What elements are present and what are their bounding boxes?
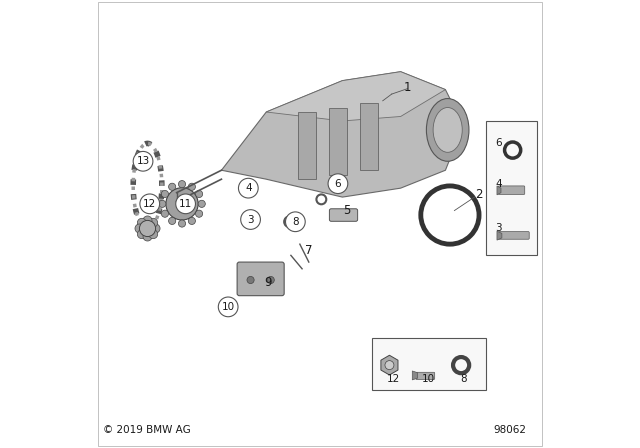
Circle shape [198, 200, 205, 207]
Circle shape [168, 183, 176, 190]
Circle shape [188, 183, 195, 190]
Circle shape [247, 276, 254, 284]
Polygon shape [381, 355, 398, 375]
Text: 3: 3 [495, 224, 502, 233]
Polygon shape [412, 371, 418, 380]
Polygon shape [360, 103, 378, 170]
Circle shape [148, 230, 157, 239]
Text: 2: 2 [476, 188, 483, 202]
Text: 5: 5 [343, 204, 351, 217]
Text: 12: 12 [387, 374, 401, 383]
FancyBboxPatch shape [371, 338, 486, 390]
Circle shape [285, 212, 305, 232]
Circle shape [138, 218, 147, 227]
Circle shape [133, 151, 153, 171]
Text: 9: 9 [265, 276, 272, 289]
Circle shape [159, 200, 166, 207]
Circle shape [148, 218, 157, 227]
Text: 6: 6 [495, 138, 502, 148]
FancyBboxPatch shape [237, 262, 284, 296]
Polygon shape [497, 231, 502, 240]
Circle shape [177, 199, 186, 208]
Circle shape [143, 216, 152, 225]
Text: © 2019 BMW AG: © 2019 BMW AG [103, 425, 191, 435]
Polygon shape [329, 108, 347, 175]
Circle shape [151, 224, 160, 233]
Polygon shape [298, 112, 316, 179]
Circle shape [166, 188, 198, 220]
Text: 4: 4 [245, 183, 252, 193]
FancyBboxPatch shape [499, 232, 529, 239]
Polygon shape [221, 72, 463, 197]
Circle shape [140, 194, 159, 214]
Circle shape [135, 224, 144, 233]
Text: 3: 3 [247, 215, 254, 224]
Circle shape [161, 210, 168, 217]
Circle shape [138, 230, 147, 239]
Text: 10: 10 [422, 374, 435, 383]
Circle shape [328, 174, 348, 194]
Circle shape [179, 181, 186, 188]
Text: 10: 10 [221, 302, 235, 312]
Polygon shape [266, 72, 445, 121]
Circle shape [168, 217, 176, 224]
Text: 12: 12 [143, 199, 156, 209]
FancyBboxPatch shape [486, 121, 538, 255]
Circle shape [241, 210, 260, 229]
Circle shape [140, 220, 156, 237]
Text: 1: 1 [404, 81, 411, 94]
FancyBboxPatch shape [416, 372, 435, 379]
Circle shape [179, 220, 186, 227]
Ellipse shape [433, 108, 462, 152]
Circle shape [143, 232, 152, 241]
Circle shape [239, 178, 258, 198]
Text: 4: 4 [495, 179, 502, 189]
Text: 98062: 98062 [493, 425, 526, 435]
Text: 11: 11 [179, 199, 192, 209]
Circle shape [195, 190, 203, 198]
Circle shape [218, 297, 238, 317]
Polygon shape [497, 186, 501, 195]
FancyBboxPatch shape [499, 186, 525, 194]
Text: 7: 7 [305, 244, 312, 258]
Circle shape [267, 276, 275, 284]
Text: 13: 13 [136, 156, 150, 166]
Circle shape [161, 190, 168, 198]
Circle shape [385, 361, 394, 370]
Text: 8: 8 [292, 217, 299, 227]
Text: 8: 8 [460, 374, 467, 383]
Ellipse shape [426, 99, 469, 161]
Circle shape [176, 194, 195, 214]
FancyBboxPatch shape [330, 209, 358, 221]
Text: 6: 6 [335, 179, 341, 189]
Circle shape [188, 217, 195, 224]
Circle shape [195, 210, 203, 217]
